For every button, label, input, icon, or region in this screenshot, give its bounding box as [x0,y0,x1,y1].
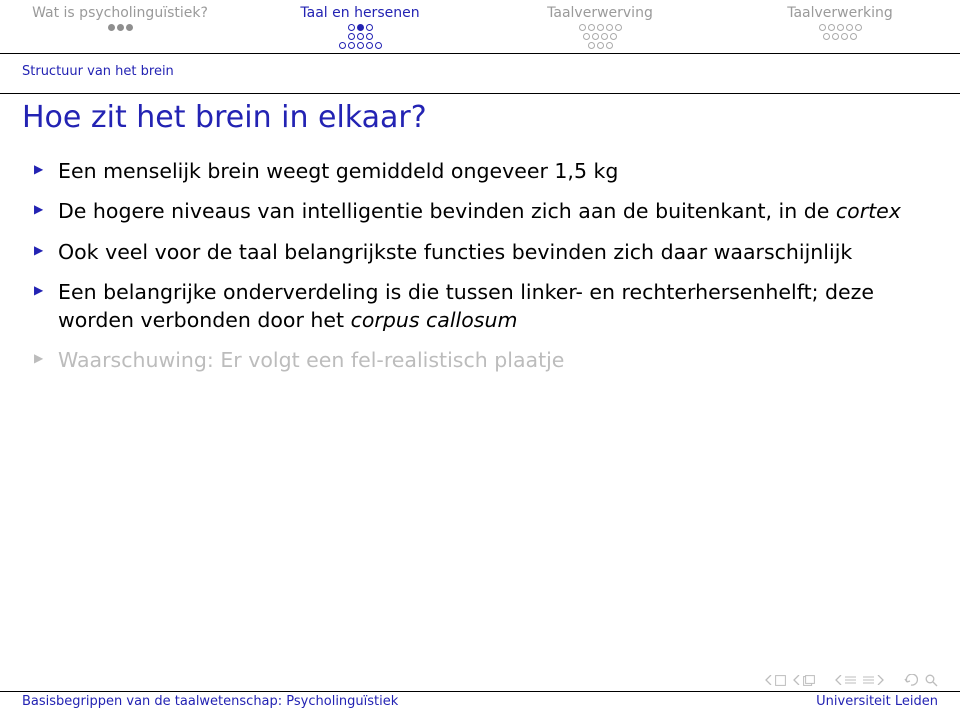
bullet-item: Een belangrijke onderverdeling is die tu… [32,278,928,335]
progress-dot[interactable] [601,33,608,40]
progress-dot[interactable] [366,42,373,49]
progress-dot[interactable] [837,24,844,31]
footer-left: Basisbegrippen van de taalwetenschap: Ps… [22,694,398,709]
progress-dot[interactable] [357,42,364,49]
progress-dot[interactable] [357,33,364,40]
progress-dot[interactable] [823,33,830,40]
nav-header: Wat is psycholinguïstiek?Taal en hersene… [0,0,960,49]
progress-dot[interactable] [357,24,364,31]
undo-icon[interactable] [904,674,918,686]
nav-progress-dots [480,24,720,49]
progress-dot[interactable] [597,24,604,31]
progress-dot[interactable] [339,42,346,49]
progress-dot[interactable] [375,42,382,49]
bullet-item: Een menselijk brein weegt gemiddeld onge… [32,157,928,185]
slide: Wat is psycholinguïstiek?Taal en hersene… [0,0,960,719]
nav-progress-dots [0,24,240,31]
progress-dot[interactable] [126,24,133,31]
footer-right: Universiteit Leiden [816,694,938,709]
prev-line-icon[interactable] [835,675,856,685]
progress-dot[interactable] [828,24,835,31]
search-icon[interactable] [925,674,938,687]
prev-slide-icon[interactable] [765,675,786,686]
progress-dot[interactable] [606,42,613,49]
progress-dot[interactable] [592,33,599,40]
progress-dot[interactable] [850,33,857,40]
nav-section[interactable]: Taalverwerving [480,3,720,49]
progress-dot[interactable] [846,24,853,31]
slide-title: Hoe zit het brein in elkaar? [0,96,960,157]
rule-mid [0,93,960,94]
progress-dot[interactable] [610,33,617,40]
nav-section[interactable]: Taalverwerking [720,3,960,49]
nav-sections: Wat is psycholinguïstiek?Taal en hersene… [0,3,960,49]
bullet-list: Een menselijk brein weegt gemiddeld onge… [32,157,928,375]
nav-section-label: Wat is psycholinguïstiek? [0,3,240,23]
bullet-item: Waarschuwing: Er volgt een fel-realistis… [32,346,928,374]
progress-dot[interactable] [366,33,373,40]
progress-dot[interactable] [597,42,604,49]
progress-dot[interactable] [348,24,355,31]
progress-dot[interactable] [855,24,862,31]
nav-progress-dots [720,24,960,40]
footer: Basisbegrippen van de taalwetenschap: Ps… [0,692,960,719]
nav-section[interactable]: Taal en hersenen [240,3,480,49]
subsection-label: Structuur van het brein [0,56,960,91]
progress-dot[interactable] [348,42,355,49]
rule-top [0,53,960,54]
nav-toolbar [0,667,960,691]
nav-progress-dots [240,24,480,49]
bullet-item: Ook veel voor de taal belangrijkste func… [32,238,928,266]
progress-dot[interactable] [588,42,595,49]
progress-dot[interactable] [583,33,590,40]
progress-dot[interactable] [348,33,355,40]
progress-dot[interactable] [588,24,595,31]
nav-section-label: Taal en hersenen [240,3,480,23]
nav-section-label: Taalverwerking [720,3,960,23]
progress-dot[interactable] [819,24,826,31]
progress-dot[interactable] [117,24,124,31]
next-line-icon[interactable] [863,675,884,685]
progress-dot[interactable] [606,24,613,31]
progress-dot[interactable] [108,24,115,31]
progress-dot[interactable] [579,24,586,31]
progress-dot[interactable] [615,24,622,31]
nav-section[interactable]: Wat is psycholinguïstiek? [0,3,240,49]
progress-dot[interactable] [832,33,839,40]
progress-dot[interactable] [841,33,848,40]
nav-section-label: Taalverwerving [480,3,720,23]
progress-dot[interactable] [366,24,373,31]
slide-body: Een menselijk brein weegt gemiddeld onge… [0,157,960,667]
prev-section-icon[interactable] [793,675,815,686]
bullet-item: De hogere niveaus van intelligentie bevi… [32,197,928,225]
